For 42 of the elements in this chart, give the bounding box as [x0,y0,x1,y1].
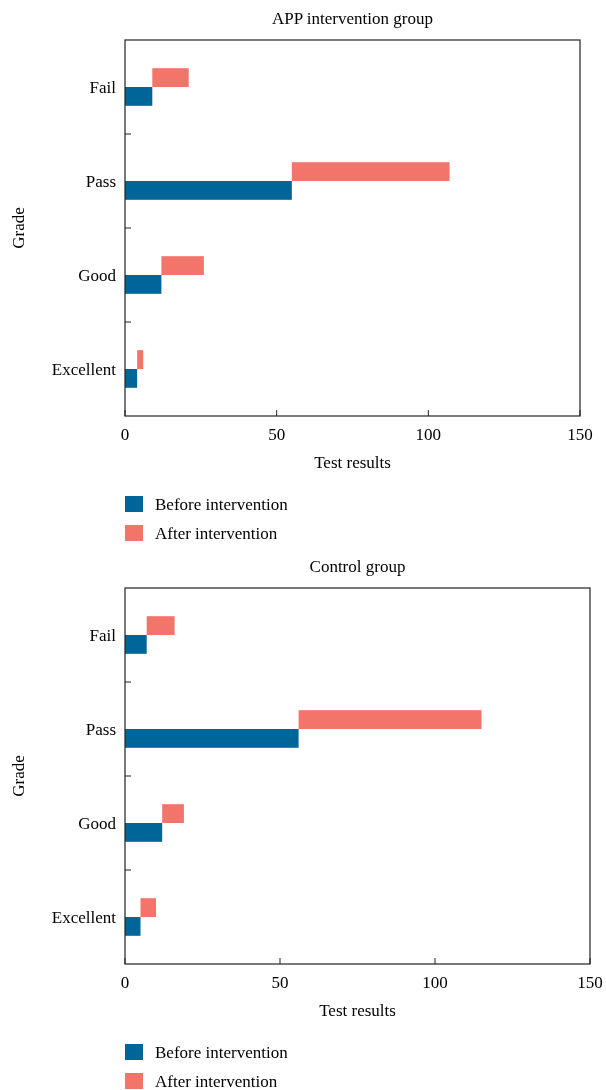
bar [125,823,163,842]
x-tick-label: 0 [120,425,130,444]
bar [137,350,144,369]
y-axis-title: Grade [9,207,28,249]
y-tick-label: Fail [89,626,117,645]
bar [162,804,184,823]
chart-title: Control group [309,557,406,576]
bar [125,917,141,936]
x-axis-title: Test results [314,453,391,472]
y-tick-label: Excellent [51,360,117,379]
y-tick-label: Excellent [51,908,117,927]
legend-label: After intervention [155,524,278,543]
bar [125,729,299,748]
bar [125,635,147,654]
legend-label: Before intervention [155,495,289,514]
chart-title: APP intervention group [272,9,433,28]
x-tick-label: 0 [120,973,130,992]
bar [152,68,189,87]
y-axis-title: Grade [9,755,28,797]
x-tick-label: 100 [422,973,448,992]
y-tick-label: Pass [85,172,116,191]
y-tick-label: Fail [89,78,117,97]
bar [146,616,175,635]
bar [125,275,162,294]
legend-label: Before intervention [155,1043,289,1062]
x-tick-label: 150 [567,425,593,444]
bar [125,369,138,388]
bar [298,710,482,729]
y-tick-label: Good [78,266,117,285]
x-axis-title: Test results [319,1001,396,1020]
bar [125,87,153,106]
x-tick-label: 50 [271,973,289,992]
bar [161,256,204,275]
bar [125,181,292,200]
x-tick-label: 50 [268,425,286,444]
bar [140,898,156,917]
bar [291,162,450,181]
y-tick-label: Good [78,814,117,833]
legend-label: After intervention [155,1072,278,1090]
x-tick-label: 150 [577,973,603,992]
y-tick-label: Pass [85,720,116,739]
x-tick-label: 100 [415,425,442,444]
